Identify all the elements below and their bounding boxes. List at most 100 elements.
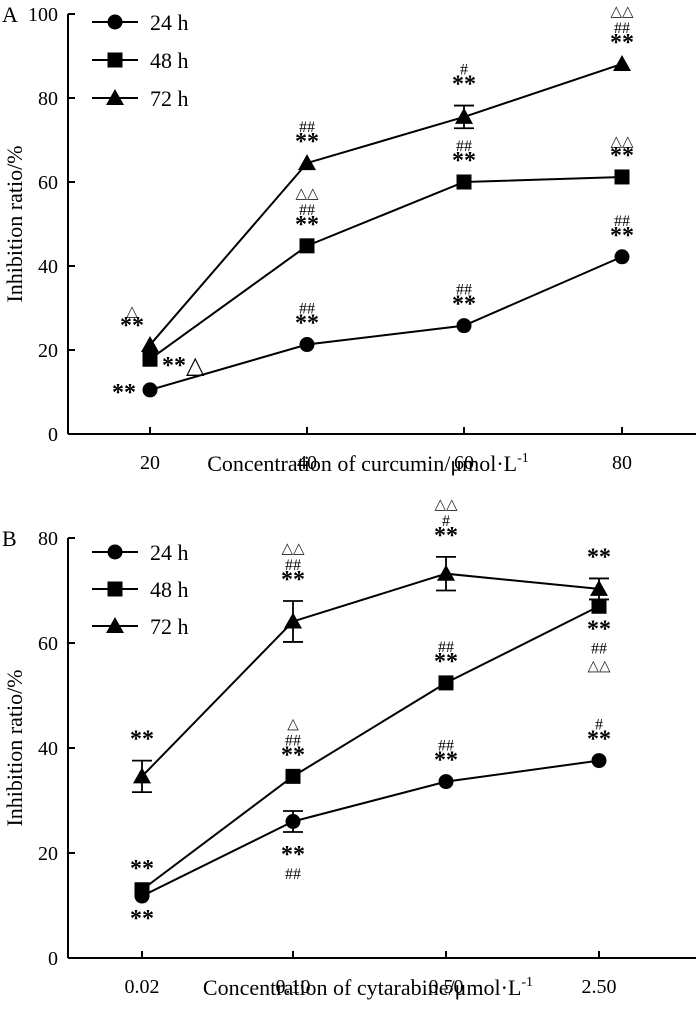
- data-point: [141, 335, 159, 352]
- data-point: [298, 154, 316, 171]
- significance-marker: △△: [610, 134, 634, 150]
- y-tick-label: 0: [48, 948, 58, 970]
- significance-marker: **: [281, 567, 305, 593]
- significance-marker: **: [434, 523, 458, 549]
- legend-marker: [107, 581, 123, 597]
- significance-marker: **: [452, 72, 476, 98]
- significance-marker: ##: [285, 866, 301, 883]
- legend-marker: [107, 14, 123, 30]
- significance-marker: △△: [295, 186, 319, 202]
- significance-marker: ##: [299, 301, 315, 318]
- legend: 24 h 48 h 72 h: [92, 10, 189, 111]
- x-tick-label: 0.02: [125, 976, 160, 998]
- significance-marker: #: [460, 62, 468, 79]
- data-point: [438, 675, 454, 691]
- x-tick-label: 40: [297, 452, 317, 474]
- series-24h: **##**##**##**: [112, 213, 634, 406]
- x-tick-label: 60: [454, 452, 474, 474]
- legend-marker: [107, 52, 123, 68]
- series-48h: **△##**##****##△△: [130, 598, 611, 898]
- significance-marker: **: [452, 148, 476, 174]
- significance-marker: **: [130, 727, 154, 753]
- series-72h: **△△##**△△#****: [130, 497, 611, 793]
- significance-marker: ##: [591, 640, 607, 657]
- significance-marker: ##: [299, 119, 315, 136]
- legend-label: 72 h: [150, 614, 189, 639]
- significance-marker: **: [120, 313, 144, 339]
- y-tick-label: 20: [38, 340, 58, 362]
- series-line: [141, 605, 600, 891]
- data-point: [614, 169, 630, 185]
- significance-marker: **: [587, 616, 611, 642]
- legend-label: 48 h: [150, 577, 189, 602]
- significance-marker: **: [295, 129, 319, 155]
- x-tick-label: 80: [612, 452, 632, 474]
- significance-marker: #: [595, 717, 603, 734]
- y-tick-label: 20: [38, 843, 58, 865]
- data-point: [455, 107, 473, 124]
- significance-marker: **: [295, 311, 319, 337]
- x-tick-label: 20: [140, 452, 160, 474]
- panel-label: A: [2, 2, 18, 27]
- series-24h: ****####**#**: [130, 717, 611, 932]
- data-point: [134, 882, 150, 898]
- y-tick-label: 0: [48, 424, 58, 446]
- y-tick-label: 60: [38, 172, 58, 194]
- data-point: [285, 814, 301, 829]
- series-72h: △**##**#**△△##**: [120, 4, 634, 352]
- significance-marker: **: [587, 727, 611, 753]
- y-tick-label: 100: [28, 4, 58, 26]
- series-48h: **△△△##**##**△△**: [142, 134, 634, 379]
- legend-label: 72 h: [150, 86, 189, 111]
- significance-marker: **: [434, 748, 458, 774]
- significance-marker: **: [281, 742, 305, 768]
- series-line: [149, 63, 623, 346]
- significance-marker: △△: [610, 4, 634, 20]
- y-axis-label: Inhibition ratio/%: [2, 145, 27, 302]
- data-point: [613, 54, 631, 71]
- data-point: [299, 337, 315, 353]
- data-point: [133, 767, 151, 784]
- y-tick-label: 40: [38, 738, 58, 760]
- significance-marker: ##: [456, 282, 472, 299]
- significance-marker: ##: [285, 557, 301, 574]
- data-point: [614, 249, 630, 265]
- series-line: [149, 175, 623, 361]
- x-axis-label-superscript: -1: [517, 451, 529, 466]
- data-point: [299, 238, 315, 254]
- significance-marker: **: [434, 649, 458, 675]
- legend-label: 24 h: [150, 540, 189, 565]
- significance-marker: **: [610, 223, 634, 249]
- significance-marker: ##: [438, 639, 454, 656]
- significance-marker: **: [587, 544, 611, 570]
- significance-marker: ##: [614, 20, 630, 37]
- significance-marker: △△: [434, 497, 458, 513]
- significance-marker: **△: [162, 353, 205, 379]
- legend: 24 h 48 h 72 h: [92, 540, 189, 639]
- legend-marker: [106, 617, 124, 633]
- significance-marker: **: [295, 212, 319, 238]
- data-point: [591, 753, 607, 769]
- y-axis-label: Inhibition ratio/%: [2, 669, 27, 826]
- series-line: [149, 255, 623, 391]
- x-tick-label: 2.50: [582, 976, 617, 998]
- significance-marker: ##: [438, 738, 454, 755]
- y-tick-label: 60: [38, 633, 58, 655]
- y-tick-label: 80: [38, 528, 58, 550]
- significance-marker: **: [281, 842, 305, 868]
- series-line: [141, 759, 600, 897]
- data-point: [437, 564, 455, 581]
- data-point: [456, 174, 472, 190]
- significance-marker: △: [287, 716, 299, 732]
- legend-marker: [107, 544, 123, 560]
- x-tick-label: 0.10: [276, 976, 311, 998]
- significance-marker: **: [610, 143, 634, 169]
- significance-marker: **: [130, 856, 154, 882]
- y-tick-label: 40: [38, 256, 58, 278]
- data-point: [142, 382, 158, 398]
- x-axis-label-superscript: -1: [521, 975, 533, 990]
- data-point: [590, 579, 608, 596]
- panel-B: 0 20 40 60 80 0.02 0.10 0.50 2.50 Concentration o…: [2, 497, 696, 1000]
- panel-label: B: [2, 526, 17, 551]
